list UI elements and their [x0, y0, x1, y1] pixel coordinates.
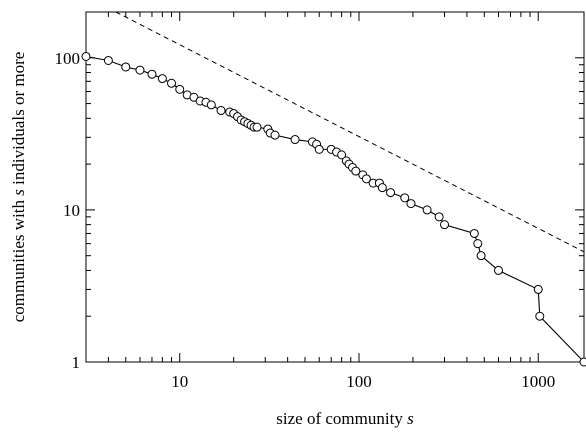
data-point	[534, 285, 542, 293]
data-point	[474, 240, 482, 248]
data-point	[291, 136, 299, 144]
data-point	[423, 206, 431, 214]
data-point	[168, 79, 176, 87]
data-point	[82, 52, 90, 60]
data-point	[536, 312, 544, 320]
data-point	[407, 200, 415, 208]
data-point	[441, 221, 449, 229]
data-point	[580, 358, 586, 366]
data-point	[387, 189, 395, 197]
data-point	[104, 56, 112, 64]
data-point	[477, 252, 485, 260]
data-point	[271, 131, 279, 139]
x-tick-label: 1000	[521, 372, 555, 391]
x-axis-label: size of community s	[276, 409, 414, 428]
data-point	[217, 107, 225, 115]
data-point	[401, 194, 409, 202]
y-tick-label: 1	[72, 353, 81, 372]
dashed-reference-line	[116, 12, 584, 252]
data-point	[494, 266, 502, 274]
data-point	[148, 70, 156, 78]
data-point	[315, 145, 323, 153]
x-tick-label: 10	[171, 372, 188, 391]
data-point	[470, 229, 478, 237]
x-tick-label: 100	[346, 372, 372, 391]
data-point	[122, 63, 130, 71]
data-point	[253, 123, 261, 131]
data-point	[207, 101, 215, 109]
data-point	[136, 66, 144, 74]
plot-frame	[86, 12, 584, 362]
data-point	[158, 75, 166, 83]
y-axis-label: communities with s individuals or more	[9, 52, 28, 323]
y-tick-label: 10	[63, 201, 80, 220]
data-point	[176, 85, 184, 93]
y-tick-label: 100	[55, 49, 81, 68]
data-point	[435, 213, 443, 221]
data-point	[378, 184, 386, 192]
data-line	[86, 56, 584, 362]
